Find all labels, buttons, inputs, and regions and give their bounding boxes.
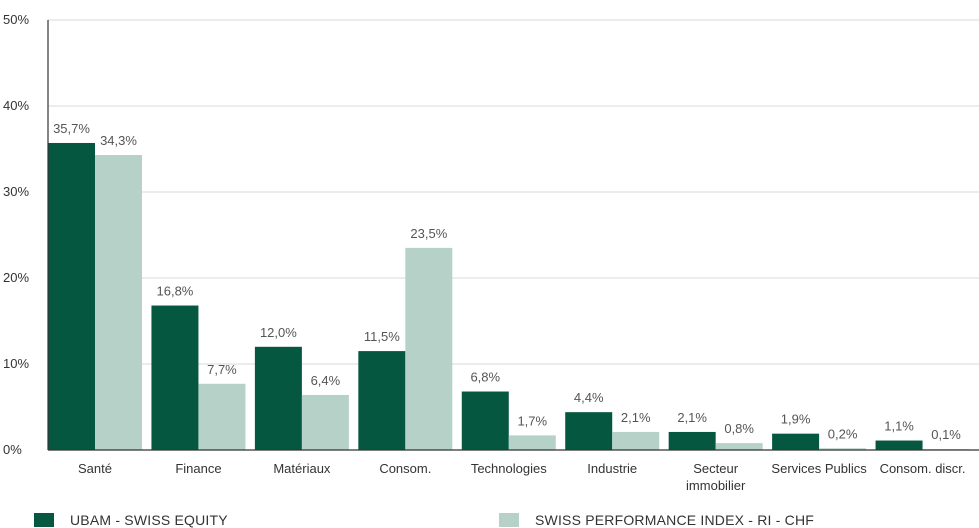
x-category-label: Consom. discr. xyxy=(880,461,966,476)
y-tick-label: 20% xyxy=(3,270,29,285)
bar-series-1 xyxy=(461,391,509,450)
x-category-label: Finance xyxy=(175,461,221,476)
y-tick-label: 10% xyxy=(3,356,29,371)
data-label-series-2: 0,1% xyxy=(931,427,961,442)
data-label-series-2: 23,5% xyxy=(410,226,447,241)
bar-series-1 xyxy=(48,142,95,451)
axes xyxy=(47,20,979,451)
legend-swatch-series-2 xyxy=(499,513,519,527)
data-label-series-2: 1,7% xyxy=(517,413,547,428)
data-label-series-1: 1,9% xyxy=(781,412,811,427)
bar-series-1 xyxy=(151,305,199,450)
bar-series-1 xyxy=(254,346,302,450)
gridlines xyxy=(48,19,979,365)
bar-series-2 xyxy=(95,155,142,450)
labels: 0% 10% 20% 30% 40% 50% 35,7% 34,3% Santé 16,8% 7,7… xyxy=(3,12,966,493)
bar-series-1 xyxy=(358,351,406,450)
bar-series-2 xyxy=(508,435,556,450)
y-tick-label: 50% xyxy=(3,12,29,27)
x-category-label: Santé xyxy=(78,461,112,476)
legend-item-series-2: SWISS PERFORMANCE INDEX - RI - CHF xyxy=(499,512,814,528)
x-category-label: Matériaux xyxy=(273,461,331,476)
data-label-series-1: 1,1% xyxy=(884,419,914,434)
data-label-series-1: 2,1% xyxy=(677,410,707,425)
legend-label-series-2: SWISS PERFORMANCE INDEX - RI - CHF xyxy=(535,512,815,528)
bar-series-1 xyxy=(668,431,716,450)
data-label-series-2: 0,8% xyxy=(724,421,754,436)
data-label-series-1: 12,0% xyxy=(260,325,297,340)
data-label-series-2: 6,4% xyxy=(311,373,341,388)
x-category-label: Services Publics xyxy=(771,461,867,476)
data-label-series-1: 16,8% xyxy=(157,284,194,299)
data-label-series-2: 2,1% xyxy=(621,410,651,425)
bar-series-1 xyxy=(772,433,820,450)
y-tick-label: 40% xyxy=(3,98,29,113)
bar-series-2 xyxy=(715,443,763,450)
bar-series-2 xyxy=(405,247,453,450)
legend: UBAM - SWISS EQUITY SWISS PERFORMANCE IN… xyxy=(0,506,979,528)
data-label-series-1: 11,5% xyxy=(364,329,400,344)
bar-series-1 xyxy=(565,412,613,450)
bar-series-2 xyxy=(301,394,349,450)
data-label-series-2: 7,7% xyxy=(207,362,237,377)
bar-series-1 xyxy=(875,440,923,450)
x-category-label: Technologies xyxy=(471,461,547,476)
bar-series-2 xyxy=(612,431,660,450)
bar-series-2 xyxy=(198,383,246,450)
x-category-label: Industrie xyxy=(587,461,637,476)
data-label-series-2: 0,2% xyxy=(828,426,858,441)
legend-label-series-1: UBAM - SWISS EQUITY xyxy=(70,512,228,528)
y-tick-label: 0% xyxy=(3,442,22,457)
x-category-label: Secteur immobilier xyxy=(686,461,746,493)
data-label-series-1: 35,7% xyxy=(53,121,90,136)
data-label-series-1: 6,8% xyxy=(470,370,500,385)
y-tick-label: 30% xyxy=(3,184,29,199)
bar-series-2 xyxy=(819,448,867,450)
x-category-label: Consom. xyxy=(379,461,431,476)
legend-swatch-series-1 xyxy=(34,513,54,527)
data-label-series-2: 34,3% xyxy=(100,133,137,148)
legend-item-series-1: UBAM - SWISS EQUITY xyxy=(34,512,228,528)
data-label-series-1: 4,4% xyxy=(574,390,604,405)
bar-chart: 0% 10% 20% 30% 40% 50% 35,7% 34,3% Santé 16,8% 7,7… xyxy=(3,12,979,493)
bars xyxy=(48,142,970,451)
